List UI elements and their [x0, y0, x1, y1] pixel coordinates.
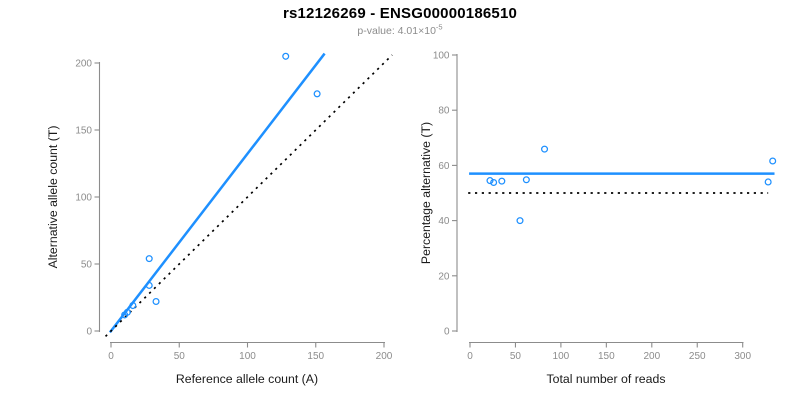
identity-line [104, 54, 393, 337]
data-point [769, 157, 777, 165]
x-tick-label: 0 [108, 351, 114, 362]
y-tick-label: 40 [438, 216, 450, 227]
y-tick-label: 200 [75, 59, 92, 70]
y-tick-label: 100 [433, 51, 450, 62]
x-tick-label: 250 [689, 351, 706, 362]
y-tick-label: 50 [81, 260, 93, 271]
y-tick-label: 80 [438, 106, 450, 117]
percentage-vs-reads-panel: 0 50 100 150 200 250 300 0 20 40 60 80 100 Total numb… [419, 51, 777, 386]
figure-title: rs12126269 - ENSG00000186510 [282, 5, 518, 22]
y-tick-label: 0 [444, 327, 450, 338]
y-tick-label: 20 [438, 271, 450, 282]
data-point [145, 255, 153, 263]
data-point [282, 52, 290, 60]
x-tick-label: 0 [467, 351, 473, 362]
y-axis-title: Alternative allele count (T) [46, 126, 60, 269]
x-tick-label: 300 [734, 351, 751, 362]
data-point [129, 302, 137, 310]
data-point [313, 90, 321, 98]
data-point [522, 176, 530, 184]
x-tick-label: 50 [174, 351, 186, 362]
x-tick-label: 100 [553, 351, 570, 362]
x-tick-label: 100 [239, 351, 256, 362]
data-point [490, 178, 498, 187]
data-point [541, 145, 549, 153]
y-tick-label: 100 [75, 193, 92, 204]
x-tick-label: 50 [510, 351, 522, 362]
figure-subtitle: p-value: 4.01×10-5 [0, 22, 800, 37]
data-point [516, 217, 524, 225]
p-value-base: 4.01×10 [397, 25, 436, 37]
x-axis-title: Reference allele count (A) [176, 372, 318, 386]
data-point [123, 308, 131, 316]
y-axis-title: Percentage alternative (T) [419, 122, 433, 264]
x-tick-label: 200 [643, 351, 660, 362]
x-tick-label: 150 [307, 351, 324, 362]
x-tick-label: 200 [376, 351, 393, 362]
data-point [498, 177, 506, 185]
y-tick-label: 0 [86, 327, 92, 338]
p-value-exponent: -5 [435, 22, 443, 32]
p-value-prefix: p-value: [357, 25, 398, 37]
data-point [486, 177, 494, 185]
allele-counts-panel: 0 50 100 150 200 0 50 100 150 200 Reference allele… [46, 52, 393, 386]
data-point [145, 281, 153, 289]
fit-line [108, 52, 326, 334]
data-point [764, 178, 772, 186]
x-axis-title: Total number of reads [547, 372, 666, 386]
y-tick-label: 150 [75, 126, 92, 137]
y-tick-label: 60 [438, 161, 450, 172]
data-point [152, 297, 160, 306]
x-tick-label: 150 [598, 351, 615, 362]
